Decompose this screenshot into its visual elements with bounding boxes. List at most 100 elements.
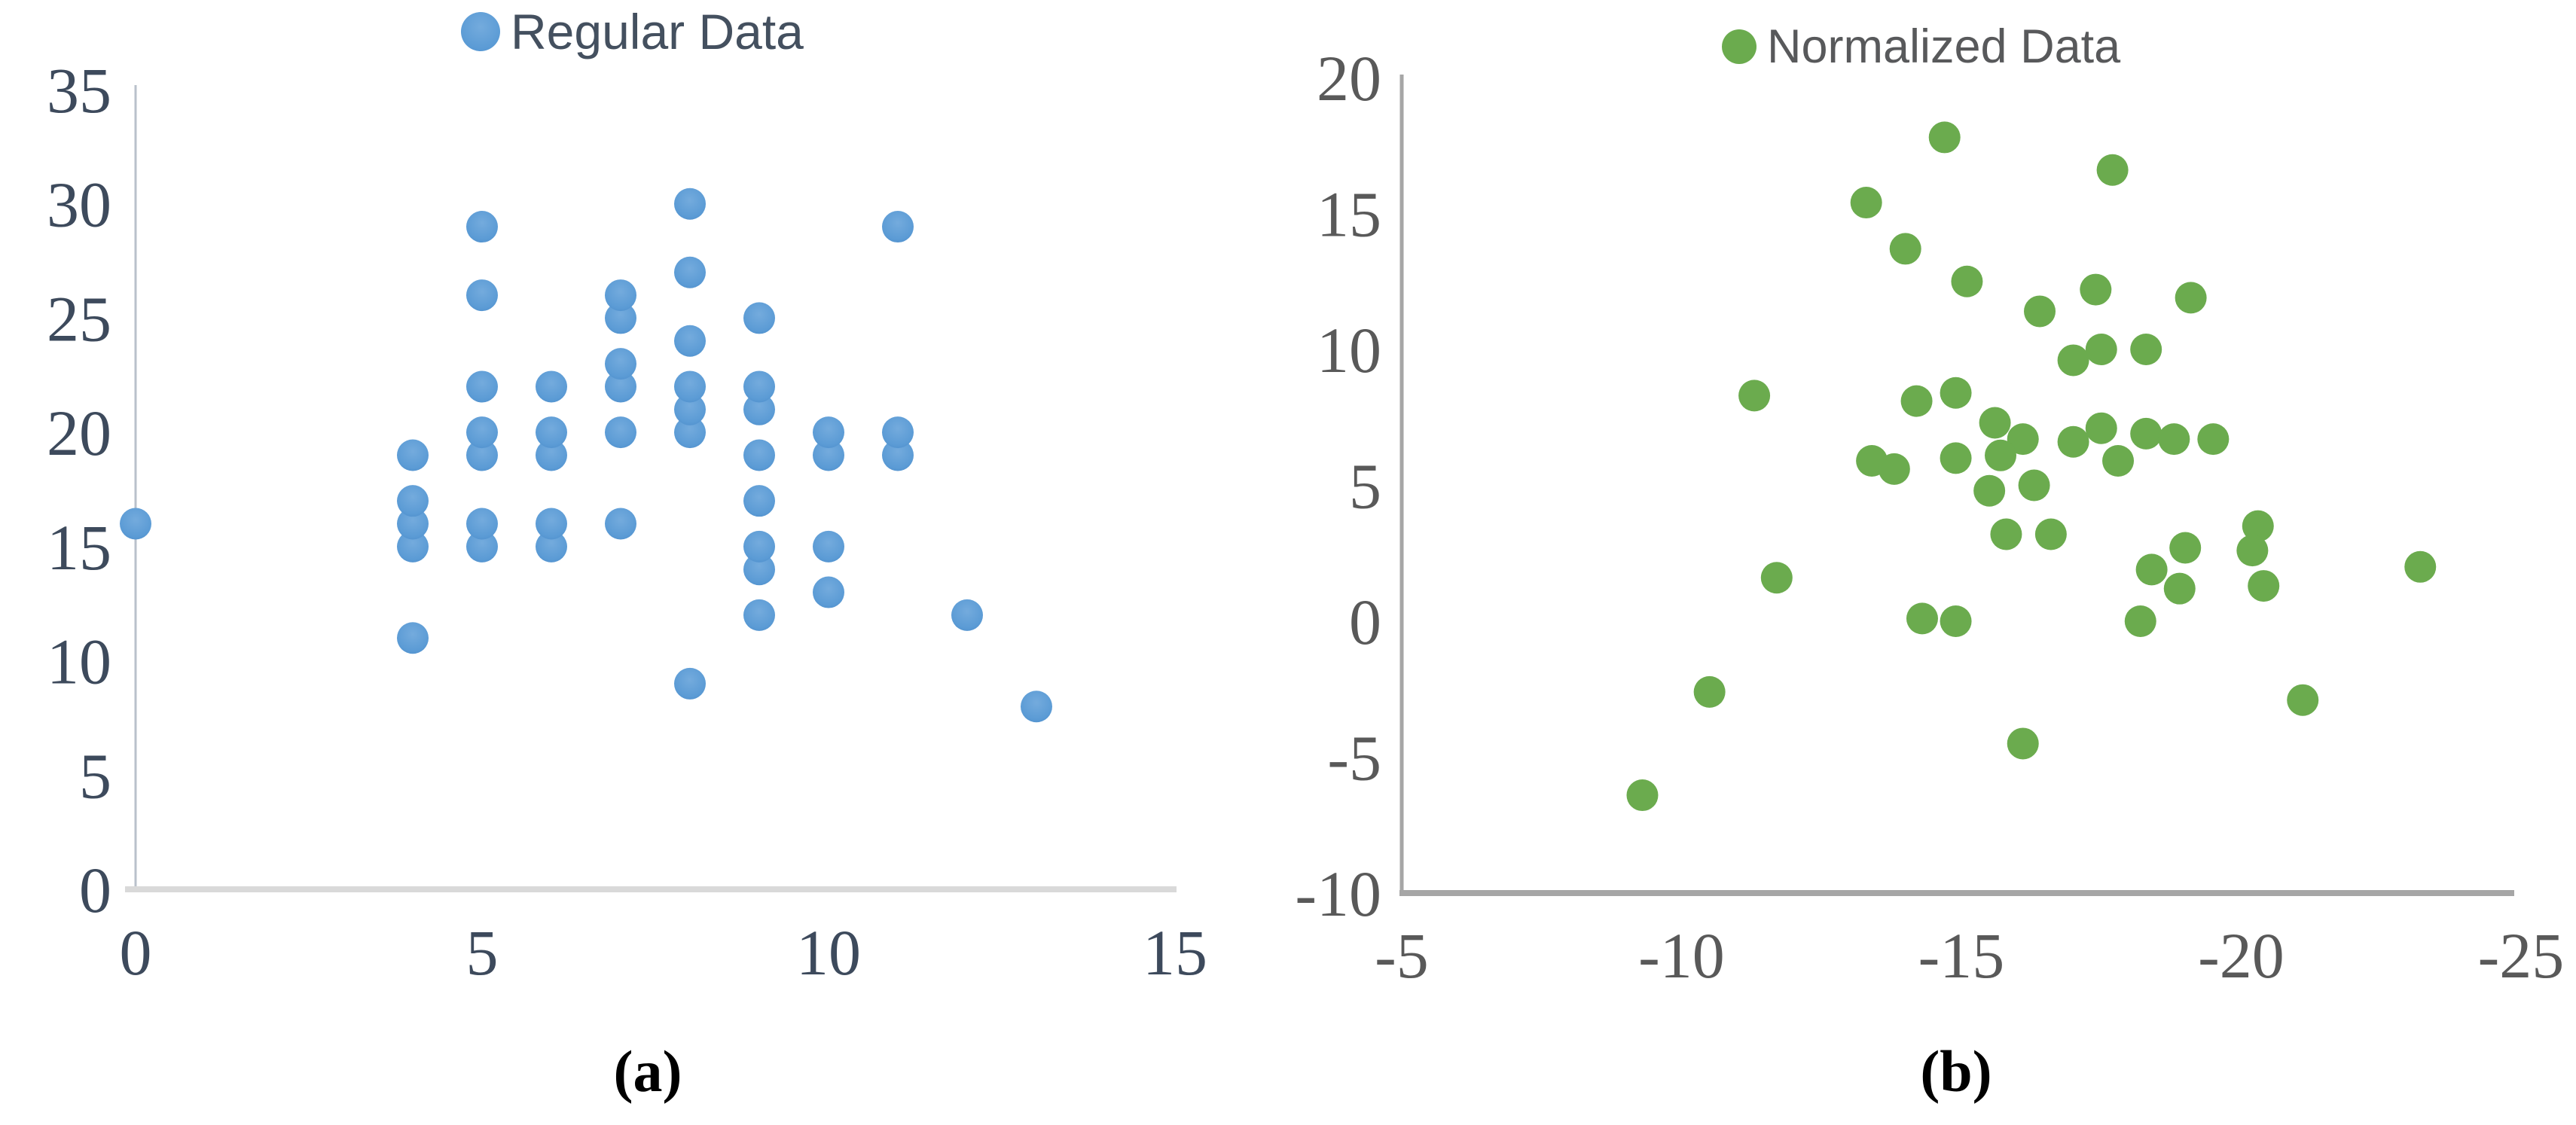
- data-point: [2197, 423, 2230, 456]
- x-tick-label: 10: [796, 916, 861, 989]
- x-tick-label: -20: [2198, 919, 2285, 992]
- data-point: [2018, 469, 2050, 502]
- data-point: [813, 416, 844, 449]
- data-point: [2057, 425, 2089, 458]
- data-point: [536, 508, 567, 540]
- legend-label: Normalized Data: [1767, 20, 2121, 73]
- data-point: [882, 439, 914, 471]
- data-point: [1940, 377, 1972, 409]
- data-point: [2163, 572, 2196, 605]
- data-point: [882, 211, 914, 243]
- data-point: [605, 416, 636, 449]
- y-tick-label: 5: [79, 739, 111, 812]
- data-point: [1985, 439, 2017, 471]
- legend-regular-data: Regular Data: [461, 3, 804, 60]
- y-tick-label: 10: [47, 626, 111, 698]
- data-point: [466, 439, 498, 471]
- data-point: [1979, 407, 2011, 439]
- data-point: [466, 279, 498, 312]
- data-point: [466, 370, 498, 403]
- data-point: [605, 348, 636, 380]
- data-point: [743, 439, 775, 471]
- data-point: [743, 553, 775, 586]
- data-point: [2236, 535, 2269, 567]
- data-point: [813, 439, 844, 471]
- x-tick-label: 15: [1143, 916, 1207, 989]
- legend-marker-icon: [1722, 29, 1757, 64]
- data-point: [1990, 518, 2022, 550]
- data-point: [397, 439, 429, 471]
- data-point: [2085, 334, 2117, 365]
- data-point: [605, 279, 636, 312]
- data-point: [536, 439, 567, 471]
- data-point: [2404, 550, 2437, 583]
- y-tick-label: -10: [1295, 858, 1381, 930]
- legend-label: Regular Data: [511, 4, 804, 59]
- data-point: [536, 530, 567, 562]
- data-point: [674, 370, 706, 403]
- data-point: [466, 211, 498, 243]
- data-point: [2007, 727, 2039, 760]
- data-point: [2124, 605, 2156, 637]
- data-point: [674, 416, 706, 449]
- data-point: [397, 508, 429, 540]
- y-tick-label: 10: [1317, 314, 1381, 386]
- data-point: [605, 508, 636, 540]
- x-tick-label: -15: [1918, 919, 2005, 992]
- data-point: [1940, 605, 1972, 637]
- x-tick-label: -10: [1638, 919, 1725, 992]
- data-point: [813, 576, 844, 608]
- y-tick-label: 0: [1349, 586, 1381, 658]
- data-point: [536, 370, 567, 403]
- y-tick-label: 15: [47, 511, 111, 584]
- y-tick-label: 5: [1349, 450, 1381, 523]
- data-point: [674, 188, 706, 220]
- y-tick-label: 35: [47, 54, 111, 127]
- data-point: [120, 508, 151, 540]
- y-tick-label: 20: [47, 397, 111, 469]
- data-point: [1693, 675, 1726, 708]
- data-point: [466, 508, 498, 540]
- data-point: [2287, 684, 2319, 716]
- data-point: [397, 485, 429, 517]
- data-point: [1738, 380, 1771, 412]
- data-point: [743, 485, 775, 517]
- data-point: [1906, 602, 1938, 635]
- data-point: [2169, 532, 2202, 564]
- data-point: [1878, 453, 1910, 485]
- data-point: [1951, 265, 1983, 297]
- data-point: [2007, 423, 2039, 456]
- data-point: [605, 370, 636, 403]
- y-tick-label: 30: [47, 169, 111, 241]
- data-point: [2080, 273, 2112, 306]
- data-point: [536, 416, 567, 449]
- data-point: [743, 370, 775, 403]
- y-tick-label: 0: [79, 854, 111, 926]
- data-point: [1760, 562, 1793, 594]
- data-point: [2175, 282, 2207, 314]
- data-point: [743, 393, 775, 425]
- data-point: [1973, 474, 2006, 507]
- y-tick-label: 25: [47, 282, 111, 355]
- data-point: [674, 393, 706, 425]
- data-point: [2130, 334, 2162, 365]
- data-point: [605, 302, 636, 334]
- data-point: [2158, 423, 2190, 456]
- x-tick-label: -5: [1375, 919, 1429, 992]
- data-point: [466, 530, 498, 562]
- data-point: [2102, 445, 2135, 477]
- legend-marker-icon: [461, 12, 500, 51]
- data-point: [2024, 295, 2056, 328]
- x-tick-label: -25: [2478, 919, 2565, 992]
- data-point: [2085, 412, 2117, 444]
- data-point: [2242, 510, 2274, 542]
- data-point: [1021, 691, 1052, 723]
- y-tick-label: 15: [1317, 178, 1381, 251]
- data-point: [2057, 344, 2089, 377]
- data-point: [397, 622, 429, 654]
- data-point: [674, 667, 706, 700]
- data-point: [2135, 553, 2168, 586]
- data-point: [743, 530, 775, 562]
